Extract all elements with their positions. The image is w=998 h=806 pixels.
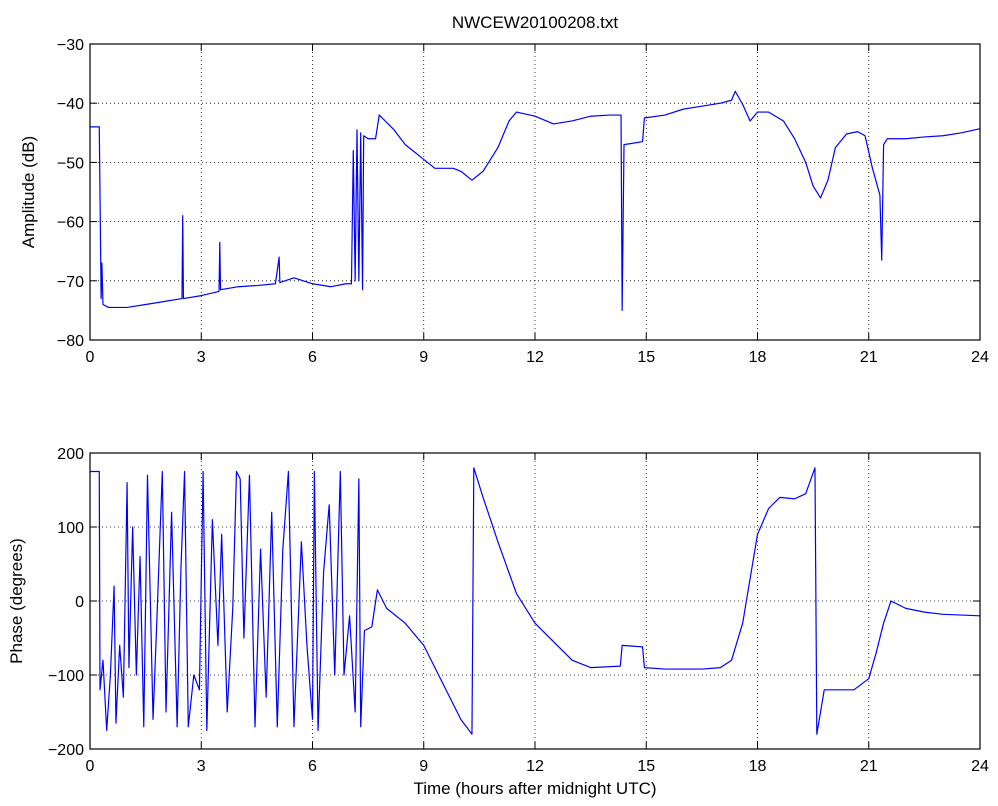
amplitude-panel: 0 3 6 9 12 15 18 21 24 −80 −70 −60 −50 −40 −30 Amplitud… xyxy=(19,37,989,366)
amplitude-x-tick-label: 6 xyxy=(308,349,317,366)
amplitude-x-tick-label: 12 xyxy=(526,349,544,366)
phase-y-tick-label: −200 xyxy=(48,742,84,759)
amplitude-y-tick-label: −30 xyxy=(57,37,84,54)
phase-series-line xyxy=(90,467,981,735)
amplitude-y-tick-label: −50 xyxy=(57,155,84,172)
phase-x-tick-label: 12 xyxy=(526,758,544,775)
phase-x-axis-title: Time (hours after midnight UTC) xyxy=(413,779,656,798)
amplitude-y-tick-label: −80 xyxy=(57,333,84,350)
phase-panel: 0 3 6 9 12 15 18 21 24 −200 −100 0 100 200 Phase (degr… xyxy=(7,446,989,798)
phase-y-tick-label: 100 xyxy=(57,520,84,537)
phase-x-tick-label: 21 xyxy=(860,758,878,775)
phase-x-tick-label: 24 xyxy=(971,758,989,775)
amplitude-y-tick-label: −40 xyxy=(57,96,84,113)
amplitude-x-tick-label: 21 xyxy=(860,349,878,366)
amplitude-y-tick-label: −70 xyxy=(57,274,84,291)
amplitude-x-tick-label: 24 xyxy=(971,349,989,366)
amplitude-series-line xyxy=(90,90,981,311)
phase-x-tick-label: 6 xyxy=(308,758,317,775)
amplitude-x-tick-label: 0 xyxy=(86,349,95,366)
figure-title: NWCEW20100208.txt xyxy=(452,13,619,32)
amplitude-y-axis-title: Amplitude (dB) xyxy=(19,136,38,248)
phase-x-tick-label: 18 xyxy=(749,758,767,775)
amplitude-x-tick-label: 15 xyxy=(637,349,655,366)
phase-y-tick-label: 200 xyxy=(57,446,84,463)
phase-x-tick-label: 3 xyxy=(197,758,206,775)
phase-x-tick-label: 15 xyxy=(637,758,655,775)
amplitude-x-tick-label: 9 xyxy=(419,349,428,366)
phase-x-tick-label: 0 xyxy=(86,758,95,775)
phase-y-tick-label: 0 xyxy=(75,594,84,611)
phase-y-tick-label: −100 xyxy=(48,668,84,685)
amplitude-x-tick-label: 3 xyxy=(197,349,206,366)
amplitude-y-tick-label: −60 xyxy=(57,215,84,232)
phase-y-axis-title: Phase (degrees) xyxy=(7,538,26,664)
amplitude-x-tick-label: 18 xyxy=(749,349,767,366)
phase-x-tick-label: 9 xyxy=(419,758,428,775)
